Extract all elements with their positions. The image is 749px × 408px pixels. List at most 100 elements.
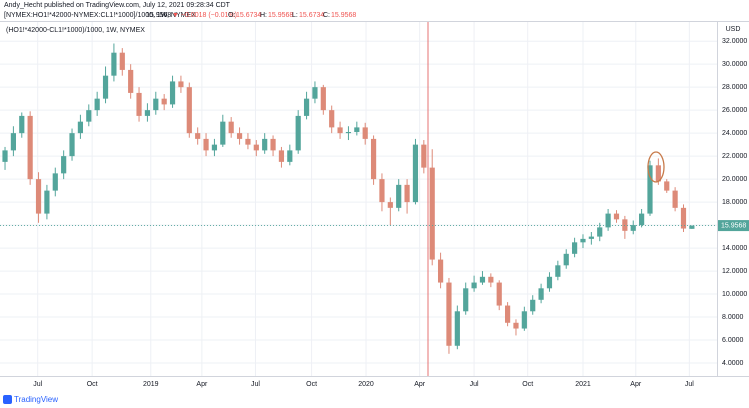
candle-body [605, 213, 611, 228]
publisher: Andy_Hecht published on TradingView.com,… [4, 2, 231, 9]
candle-body [513, 322, 519, 329]
candle-body [504, 305, 511, 323]
candle-body [538, 288, 544, 300]
candle-body [345, 131, 352, 134]
candle-body [680, 207, 687, 229]
candle-body [396, 184, 402, 208]
candle-body [655, 165, 661, 182]
candle-body [639, 213, 645, 226]
candle-body [10, 133, 16, 151]
candle-body [546, 276, 553, 289]
ohlc-label: L: [292, 12, 298, 19]
candle-body [387, 202, 393, 208]
candle-body [429, 167, 435, 260]
x-tick-label: Oct [87, 381, 98, 388]
y-tick-label: 28.0000 [722, 84, 747, 91]
price-label-box [718, 220, 749, 232]
price-label: 15.9568 [721, 222, 746, 229]
candle-body [144, 110, 151, 116]
candle-body [454, 311, 460, 346]
candle-body [354, 127, 360, 132]
candle-body [412, 144, 419, 203]
ohlc-value: 15.6734 [236, 12, 261, 19]
x-tick-label: Apr [196, 381, 208, 388]
candle-body [370, 138, 377, 180]
candle-body [236, 133, 243, 139]
y-tick-label: 20.0000 [722, 176, 747, 183]
candle-body [471, 282, 477, 289]
y-tick-label: 22.0000 [722, 153, 747, 160]
x-tick-label: Oct [522, 381, 533, 388]
x-tick-label: Jul [33, 381, 42, 388]
x-tick-label: 2020 [358, 381, 374, 388]
y-tick-label: 32.0000 [722, 38, 747, 45]
candle-body [320, 87, 326, 111]
candle-body [19, 115, 25, 134]
ohlc-value: 15.9568 [268, 12, 293, 19]
candle-body [664, 181, 670, 191]
y-tick-label: 4.0000 [722, 360, 744, 367]
highlight-ellipse [647, 151, 665, 183]
candle-body [77, 121, 84, 134]
candle-body [404, 184, 410, 203]
candle-body [463, 288, 469, 312]
candle-body [102, 75, 109, 99]
candle-body [61, 156, 67, 174]
candle-body [169, 81, 176, 105]
candle-body [136, 92, 142, 116]
candle-body [111, 52, 117, 76]
candle-body [362, 127, 368, 139]
candle-body [530, 299, 536, 312]
x-tick-label: Oct [306, 381, 317, 388]
candle-body [329, 110, 335, 128]
candle-body [69, 133, 75, 157]
candle-body [295, 115, 301, 151]
y-tick-label: 12.0000 [722, 268, 747, 275]
candle-body [195, 133, 201, 139]
change: ▼ −0.0018 (−0.01%) [172, 12, 237, 19]
candle-body [630, 225, 636, 231]
candle-body [479, 276, 486, 283]
candle-body [270, 138, 276, 151]
y-tick-label: 26.0000 [722, 107, 747, 114]
ohlc-label: C: [323, 12, 330, 19]
candle-body [597, 227, 603, 237]
x-tick-label: 2021 [575, 381, 591, 388]
candle-body [245, 138, 251, 145]
candle-body [379, 179, 385, 203]
logo [3, 395, 12, 404]
candle-body [521, 311, 527, 329]
candle-body [35, 179, 42, 214]
candle-body [446, 282, 452, 346]
candle-body [488, 276, 494, 283]
chart-title: (HO1!*42000-CL1!*1000)/1000, 1W, NYMEX [6, 27, 145, 34]
candle-body [211, 144, 218, 151]
x-tick-label: Jul [251, 381, 260, 388]
x-tick-label: Jul [470, 381, 479, 388]
candle-body [312, 87, 318, 99]
x-tick-label: Apr [414, 381, 426, 388]
candle-body [2, 150, 8, 162]
currency: USD [726, 26, 741, 33]
candle-body [203, 138, 209, 151]
ohlc-label: O: [228, 12, 235, 19]
candle-body [278, 150, 285, 162]
candle-body [303, 98, 310, 116]
footer-brand: TradingView [14, 395, 58, 404]
candle-body [153, 98, 159, 111]
candle-body [337, 127, 343, 134]
candle-body [689, 225, 695, 229]
last-price: 15.9568 [146, 12, 171, 19]
candle-body [228, 121, 234, 134]
candle-body [613, 213, 620, 220]
y-tick-label: 10.0000 [722, 291, 747, 298]
y-tick-label: 30.0000 [722, 61, 747, 68]
candle-body [186, 87, 192, 134]
y-tick-label: 24.0000 [722, 130, 747, 137]
symbol: [NYMEX:HO1!*42000-NYMEX:CL1!*1000]/1000,… [4, 12, 196, 19]
candle-body [178, 81, 184, 88]
ohlc-value: 15.6734 [299, 12, 324, 19]
candle-body [94, 98, 100, 111]
